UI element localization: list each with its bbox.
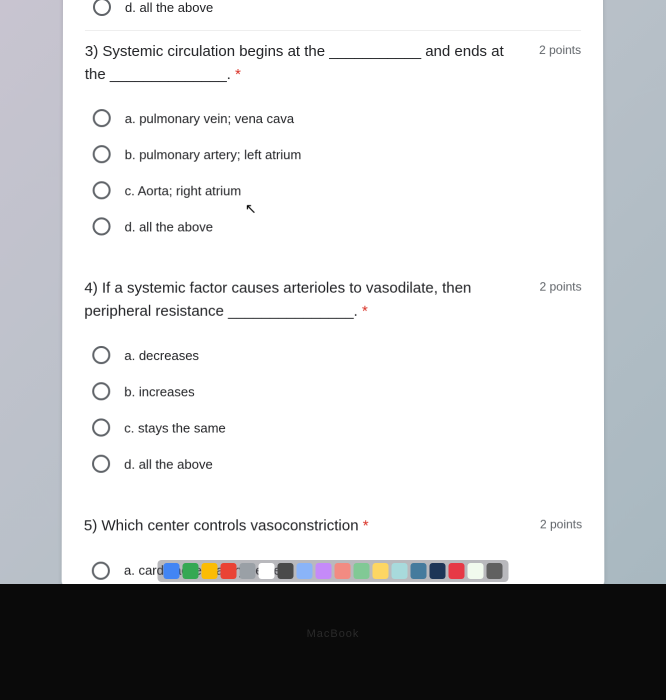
q4-option-c[interactable]: c. stays the same [84, 409, 582, 445]
macos-dock[interactable] [158, 560, 509, 582]
required-asterisk: * [363, 517, 369, 534]
q4-option-d[interactable]: d. all the above [84, 446, 582, 482]
divider [84, 500, 582, 501]
option-label: a. pulmonary vein; vena cava [125, 111, 294, 126]
option-label: d. all the above [125, 0, 213, 14]
dock-app-icon[interactable] [183, 563, 199, 579]
q3-option-b[interactable]: b. pulmonary artery; left atrium [85, 136, 582, 172]
radio-icon[interactable] [92, 418, 110, 436]
question-text: 4) If a systemic factor causes arteriole… [84, 278, 539, 323]
question-text: 5) Which center controls vasoconstrictio… [84, 515, 540, 538]
screen-area: d. all the above 3) Systemic circulation… [0, 0, 666, 587]
question-header: 3) Systemic circulation begins at the __… [85, 41, 581, 86]
dock-app-icon[interactable] [335, 563, 351, 579]
q3-option-a[interactable]: a. pulmonary vein; vena cava [85, 100, 582, 136]
points-label: 2 points [539, 280, 581, 294]
dock-app-icon[interactable] [354, 563, 370, 579]
radio-icon[interactable] [92, 561, 110, 579]
option-label: b. pulmonary artery; left atrium [125, 147, 302, 162]
form-card: d. all the above 3) Systemic circulation… [62, 0, 605, 587]
divider [84, 263, 581, 264]
required-asterisk: * [362, 302, 368, 319]
dock-app-icon[interactable] [411, 563, 427, 579]
question-4: 4) If a systemic factor causes arteriole… [84, 278, 582, 482]
dock-app-icon[interactable] [373, 563, 389, 579]
dock-app-icon[interactable] [278, 563, 294, 579]
laptop-bezel: MacBook [0, 584, 666, 700]
q4-option-a[interactable]: a. decreases [84, 337, 582, 373]
dock-app-icon[interactable] [487, 563, 503, 579]
points-label: 2 points [540, 517, 582, 531]
option-label: c. Aorta; right atrium [125, 183, 242, 198]
option-label: a. decreases [124, 347, 199, 362]
dock-app-icon[interactable] [297, 563, 313, 579]
dock-app-icon[interactable] [240, 563, 256, 579]
q3-option-c[interactable]: c. Aorta; right atrium [85, 172, 582, 208]
q4-option-b[interactable]: b. increases [84, 373, 582, 409]
option-label: d. all the above [124, 456, 213, 471]
radio-icon[interactable] [92, 455, 110, 473]
points-label: 2 points [539, 43, 581, 57]
option-label: d. all the above [125, 219, 213, 234]
question-header: 4) If a systemic factor causes arteriole… [84, 278, 581, 323]
macbook-logo: MacBook [307, 628, 360, 640]
dock-app-icon[interactable] [468, 563, 484, 579]
question-header: 5) Which center controls vasoconstrictio… [84, 515, 582, 538]
radio-icon[interactable] [92, 346, 110, 364]
question-text: 3) Systemic circulation begins at the __… [85, 41, 539, 86]
dock-app-icon[interactable] [164, 563, 180, 579]
radio-icon[interactable] [93, 0, 111, 16]
dock-app-icon[interactable] [449, 563, 465, 579]
dock-app-icon[interactable] [392, 563, 408, 579]
q2-option-d[interactable]: d. all the above [85, 0, 581, 31]
dock-app-icon[interactable] [202, 563, 218, 579]
radio-icon[interactable] [93, 145, 111, 163]
dock-app-icon[interactable] [221, 563, 237, 579]
option-label: b. increases [124, 384, 194, 399]
radio-icon[interactable] [92, 382, 110, 400]
required-asterisk: * [235, 66, 241, 83]
radio-icon[interactable] [93, 109, 111, 127]
question-3: 3) Systemic circulation begins at the __… [84, 41, 581, 244]
radio-icon[interactable] [93, 217, 111, 235]
q3-option-d[interactable]: d. all the above ↖ [84, 208, 581, 244]
radio-icon[interactable] [93, 181, 111, 199]
option-label: c. stays the same [124, 420, 226, 435]
dock-app-icon[interactable] [259, 563, 275, 579]
dock-app-icon[interactable] [430, 563, 446, 579]
dock-app-icon[interactable] [316, 563, 332, 579]
